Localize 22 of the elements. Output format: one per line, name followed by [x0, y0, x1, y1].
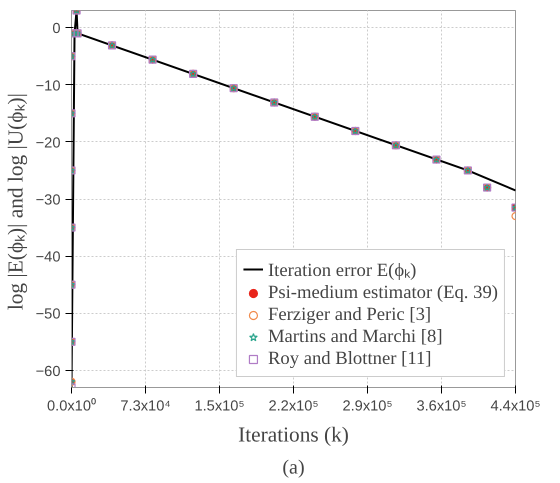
legend-label: Psi-medium estimator (Eq. 39): [268, 282, 498, 304]
x-tick-label: 2.9x10⁵: [342, 398, 393, 414]
legend-label: Martins and Marchi [8]: [268, 326, 443, 348]
x-tick-label: 1.5x10⁵: [194, 398, 245, 414]
y-tick-label: −20: [36, 135, 61, 152]
legend-label: Iteration error E(ϕₖ): [268, 259, 416, 282]
y-tick-label: −60: [36, 364, 61, 380]
y-tick-label: −40: [36, 250, 61, 266]
y-axis-title: log |E(ϕₖ)| and log |U(ϕₖ)|: [4, 93, 28, 310]
x-axis-title: Iterations (k): [238, 422, 349, 446]
x-tick-label: 4.4x10⁵: [490, 398, 541, 414]
text: (a): [282, 456, 305, 478]
y-tick-label: 0: [52, 21, 61, 38]
y-tick-label: −50: [36, 306, 61, 323]
x-tick-label: 0.0x10⁰: [47, 398, 96, 414]
y-tick-label: −10: [36, 78, 61, 94]
legend-label: Roy and Blottner [11]: [268, 348, 432, 370]
legend-label: Ferziger and Peric [3]: [268, 304, 432, 326]
x-tick-label: 7.3x10⁴: [120, 398, 171, 414]
y-tick-label: −30: [36, 192, 61, 208]
x-tick-label: 2.2x10⁵: [268, 398, 319, 414]
x-tick-label: 3.6x10⁵: [416, 398, 467, 414]
